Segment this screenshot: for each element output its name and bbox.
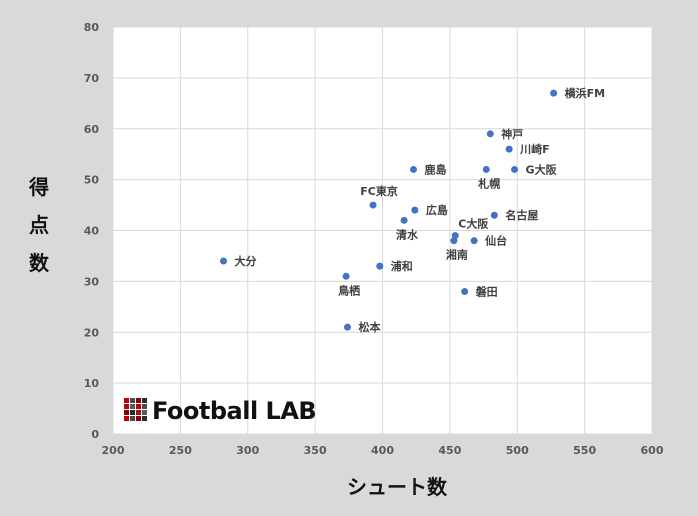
data-point	[342, 272, 350, 280]
logo-square	[124, 416, 129, 421]
y-axis-title: 得点数	[28, 175, 50, 275]
logo-square	[136, 416, 141, 421]
gridlines	[112, 26, 653, 435]
point-label: 磐田	[476, 285, 498, 299]
x-tick-label: 250	[169, 444, 192, 457]
point-label: 鳥栖	[338, 283, 360, 297]
y-tick-label: 40	[84, 225, 100, 238]
x-tick-label: 400	[371, 444, 394, 457]
data-point	[409, 165, 417, 173]
point-label: 神戸	[501, 127, 523, 141]
logo-square	[130, 404, 135, 409]
point-label: 札幌	[477, 176, 500, 190]
data-point	[219, 257, 227, 265]
data-point	[376, 262, 384, 270]
logo-square	[124, 398, 129, 403]
logo-text: Football LAB	[152, 397, 316, 425]
data-point	[486, 130, 494, 138]
data-point	[411, 206, 419, 214]
point-label: 鹿島	[424, 162, 446, 176]
x-tick-label: 300	[236, 444, 259, 457]
data-point	[490, 211, 498, 219]
point-label: 松本	[358, 320, 380, 334]
point-label: 横浜FM	[565, 86, 605, 100]
point-label: 川崎F	[519, 142, 550, 156]
point-label: 浦和	[391, 259, 413, 273]
data-point	[450, 237, 458, 245]
y-tick-label: 20	[84, 326, 100, 339]
logo-square	[124, 404, 129, 409]
y-tick-label: 10	[84, 377, 100, 390]
logo-square	[136, 410, 141, 415]
point-label: 広島	[426, 203, 448, 217]
point-label: 清水	[396, 227, 419, 241]
data-point	[400, 216, 408, 224]
data-point	[511, 165, 519, 173]
point-label: 大分	[234, 254, 256, 268]
y-tick-label: 70	[84, 72, 100, 85]
x-tick-label: 550	[573, 444, 596, 457]
y-tick-label: 0	[91, 428, 99, 441]
point-label: 仙台	[485, 234, 507, 248]
logo-square	[130, 410, 135, 415]
logo-square	[136, 404, 141, 409]
x-tick-label: 600	[641, 444, 664, 457]
data-point	[550, 89, 558, 97]
tick-labels: 200 250 300 350 400 450 500 550 600 0 10 20 30 40 50 60…	[84, 21, 664, 457]
y-tick-label: 50	[84, 174, 100, 187]
x-tick-label: 500	[506, 444, 529, 457]
logo-square	[142, 410, 147, 415]
point-label: G大阪	[526, 162, 558, 176]
data-point	[482, 165, 490, 173]
x-tick-label: 350	[304, 444, 327, 457]
point-label: C大阪	[458, 217, 489, 231]
point-label: 名古屋	[505, 208, 538, 222]
y-tick-label: 30	[84, 275, 100, 288]
x-tick-label: 450	[438, 444, 461, 457]
data-point	[470, 237, 478, 245]
logo-square	[142, 416, 147, 421]
point-label: 湘南	[446, 248, 468, 262]
data-point	[505, 145, 513, 153]
data-point	[369, 201, 377, 209]
data-point	[343, 323, 351, 331]
logo-square	[130, 398, 135, 403]
logo-square	[136, 398, 141, 403]
football-lab-logo: Football LAB	[124, 397, 317, 425]
x-axis-title: シュート数	[347, 475, 448, 499]
y-tick-label: 60	[84, 123, 100, 136]
logo-square	[124, 410, 129, 415]
y-tick-label: 80	[84, 21, 100, 34]
logo-square	[142, 404, 147, 409]
logo-grid-icon	[124, 398, 147, 421]
data-point	[461, 288, 469, 296]
point-label: FC東京	[360, 184, 398, 198]
x-tick-label: 200	[102, 444, 125, 457]
logo-square	[142, 398, 147, 403]
logo-square	[130, 416, 135, 421]
